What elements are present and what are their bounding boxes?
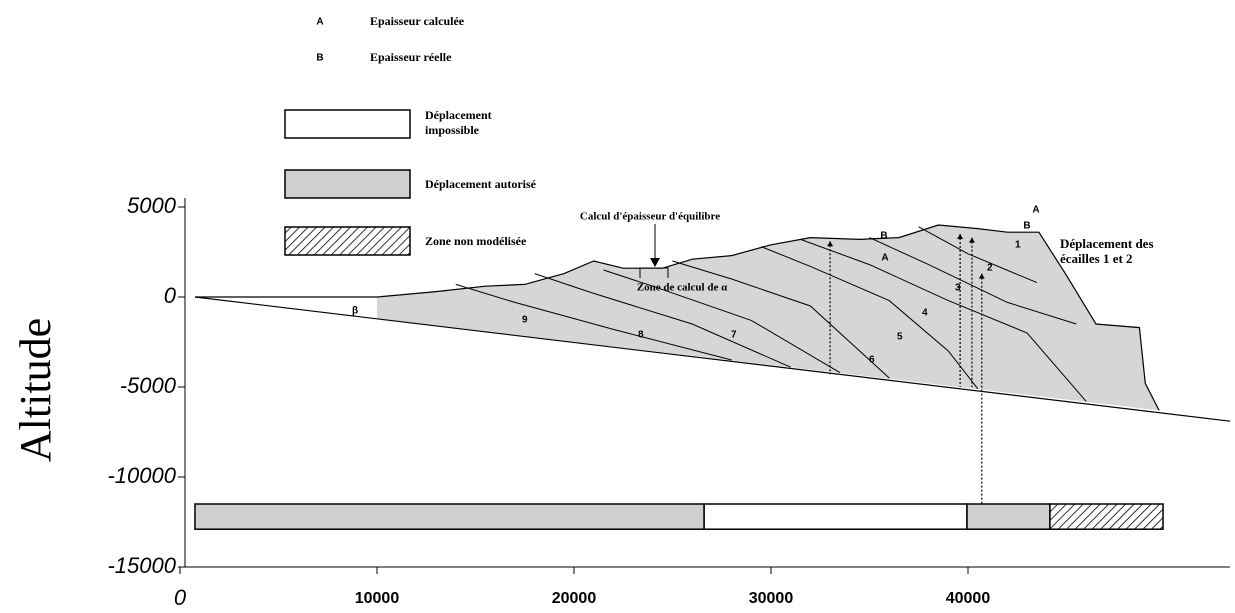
sheet-label: 9 xyxy=(522,315,528,326)
x-tick-label: 20000 xyxy=(552,590,597,607)
zone-bar xyxy=(704,504,967,529)
y-tick-label: 5000 xyxy=(127,193,177,218)
arrow-head xyxy=(650,258,660,267)
y-tick-label: -10000 xyxy=(107,463,176,488)
y-tick-label: -15000 xyxy=(107,553,176,578)
annotation: Calcul d'épaisseur d'équilibre xyxy=(580,211,720,223)
marker-letter: B xyxy=(1023,221,1030,232)
sheet-label: 5 xyxy=(897,332,903,343)
sheet-label: 1 xyxy=(1015,240,1021,251)
x-tick-label: 10000 xyxy=(355,590,400,607)
zone-bar xyxy=(195,504,704,529)
annotation: Zone de calcul de α xyxy=(637,282,728,294)
marker-letter: A xyxy=(1032,205,1039,216)
marker-letter: A xyxy=(881,253,888,264)
legend-label: Déplacement autorisé xyxy=(425,177,565,192)
marker-letter: B xyxy=(880,231,887,242)
sheet-label: 3 xyxy=(955,283,961,294)
y-tick-label: 0 xyxy=(164,283,177,308)
sheet-label: 2 xyxy=(987,263,993,274)
legend-label: Epaisseur réelle xyxy=(370,50,451,65)
legend-swatch xyxy=(285,170,410,198)
legend-symbol: A xyxy=(316,17,323,28)
y-axis-label: Altitude xyxy=(11,318,60,462)
zone-bar xyxy=(967,504,1050,529)
sheet-label: 7 xyxy=(731,330,737,341)
x-tick-label: 0 xyxy=(174,585,187,610)
wedge-area xyxy=(377,225,1159,410)
angle-label: β xyxy=(352,306,358,317)
legend-swatch xyxy=(285,227,410,255)
legend-label: Déplacement impossible xyxy=(425,108,505,138)
sheet-label: 6 xyxy=(869,355,875,366)
legend-symbol: B xyxy=(316,53,323,64)
x-tick-label: 40000 xyxy=(946,590,991,607)
x-tick-label: 30000 xyxy=(749,590,794,607)
chart: 5000 0 -5000 -10000 -15000 0 10000 20000 30000 40… xyxy=(0,0,1235,613)
sheet-label: 4 xyxy=(922,308,928,319)
legend-label: Epaisseur calculée xyxy=(370,14,464,29)
legend-swatch xyxy=(285,110,410,138)
sheet-label: 8 xyxy=(638,330,644,341)
figure: 5000 0 -5000 -10000 -15000 0 10000 20000 30000 40… xyxy=(0,0,1235,613)
y-tick-label: -5000 xyxy=(120,373,177,398)
annotation: Déplacement des écailles 1 et 2 xyxy=(1060,236,1185,266)
legend-label: Zone non modélisée xyxy=(425,234,565,249)
zone-bar xyxy=(1050,504,1163,529)
